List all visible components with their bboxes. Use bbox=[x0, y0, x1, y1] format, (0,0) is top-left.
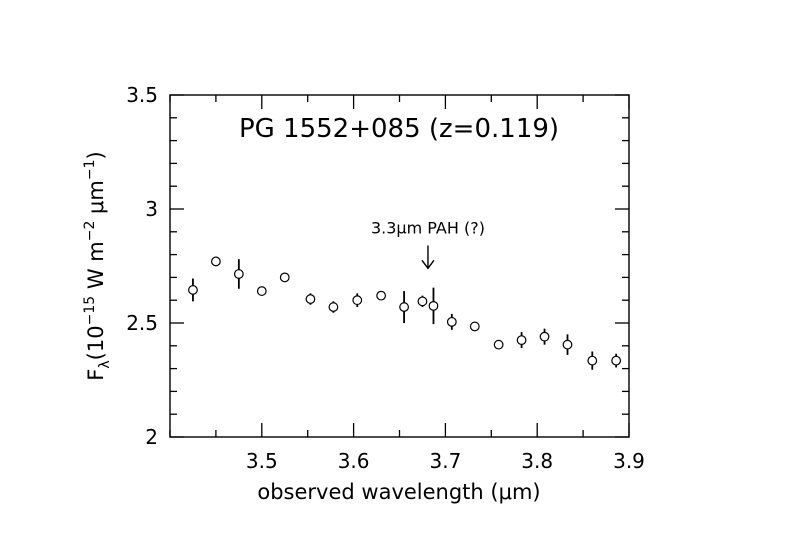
data-marks bbox=[188, 256, 622, 370]
data-point bbox=[210, 256, 221, 267]
data-point bbox=[399, 302, 409, 312]
y-label-subscript: λ bbox=[97, 360, 113, 368]
data-point bbox=[446, 316, 457, 327]
chart-title: PG 1552+085 (z=0.119) bbox=[239, 114, 559, 144]
data-point bbox=[469, 321, 480, 332]
y-tick-label: 3.5 bbox=[126, 83, 158, 107]
y-label-exp3: −1 bbox=[82, 159, 98, 180]
data-point bbox=[516, 335, 527, 346]
annotation-pah: 3.3μm PAH (?) bbox=[371, 218, 485, 237]
data-point bbox=[587, 355, 598, 366]
data-point bbox=[562, 339, 573, 350]
tick-labels: 3.5 3.6 3.7 3.8 3.9 2 2.5 3 3.5 bbox=[126, 83, 645, 473]
data-point bbox=[539, 331, 550, 342]
data-point bbox=[305, 294, 316, 304]
data-point bbox=[233, 269, 244, 279]
data-point bbox=[188, 285, 198, 295]
y-label-exp2: −2 bbox=[82, 221, 98, 242]
x-tick-label: 3.8 bbox=[521, 449, 553, 473]
y-tick-label: 3 bbox=[145, 197, 158, 221]
data-point bbox=[256, 286, 267, 296]
data-point bbox=[428, 301, 439, 311]
data-point bbox=[352, 295, 363, 306]
y-label-open: (10 bbox=[84, 325, 108, 360]
data-point bbox=[376, 290, 387, 301]
x-tick-label: 3.6 bbox=[338, 449, 370, 473]
annotation-arrow-head bbox=[421, 259, 435, 270]
tick-marks bbox=[169, 94, 630, 438]
data-point bbox=[611, 355, 622, 366]
y-label-mid: W m bbox=[84, 241, 108, 296]
y-label-close: ) bbox=[84, 151, 108, 159]
y-tick-label: 2 bbox=[145, 425, 158, 449]
x-axis-label: observed wavelength (μm) bbox=[257, 480, 540, 504]
y-axis-label: Fλ(10−15 W m−2 μm−1) bbox=[82, 151, 113, 380]
x-tick-label: 3.5 bbox=[246, 449, 278, 473]
y-label-unit: μm bbox=[84, 180, 108, 221]
y-tick-label: 2.5 bbox=[126, 311, 158, 335]
data-point bbox=[417, 296, 428, 307]
data-point bbox=[279, 272, 290, 283]
y-label-symbol: F bbox=[84, 369, 108, 381]
data-point bbox=[493, 339, 504, 350]
x-tick-label: 3.7 bbox=[429, 449, 461, 473]
data-point bbox=[328, 302, 339, 312]
y-label-exp1: −15 bbox=[82, 296, 98, 326]
x-tick-label: 3.9 bbox=[613, 449, 645, 473]
